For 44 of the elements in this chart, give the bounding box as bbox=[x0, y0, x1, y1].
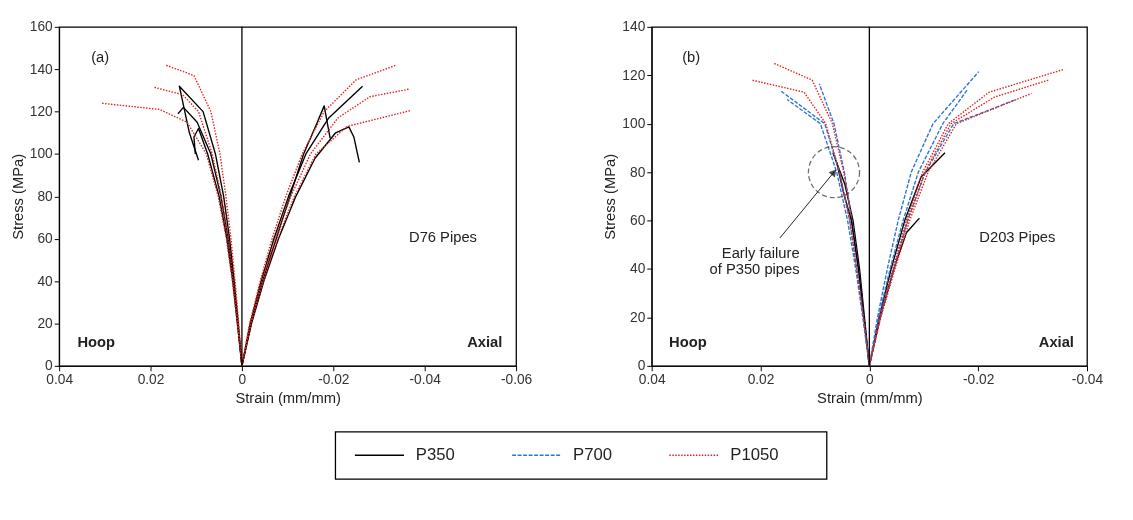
x-tick-label: -0.02 bbox=[318, 372, 350, 388]
annotation: (b) bbox=[682, 49, 701, 66]
y-tick-label: 120 bbox=[622, 67, 646, 83]
y-tick-label: 140 bbox=[622, 19, 646, 35]
annotation: Early failure of P350 pipes bbox=[709, 244, 800, 278]
y-tick-label: 40 bbox=[630, 261, 646, 277]
y-tick-label: 80 bbox=[630, 164, 646, 180]
annotation: Hoop bbox=[669, 334, 707, 351]
x-tick-label: -0.02 bbox=[963, 372, 995, 388]
y-tick-label: 0 bbox=[45, 358, 54, 374]
annotation: Hoop bbox=[77, 334, 116, 351]
x-tick-label: 0 bbox=[238, 372, 247, 388]
annotation: D76 Pipes bbox=[409, 228, 477, 245]
y-tick-label: 80 bbox=[37, 188, 54, 204]
annotation: Axial bbox=[467, 334, 503, 351]
y-axis-title: Stress (MPa) bbox=[9, 153, 26, 240]
x-tick-label: 0.02 bbox=[747, 372, 775, 388]
y-tick-label: 160 bbox=[29, 19, 54, 35]
y-tick-label: 60 bbox=[37, 231, 54, 247]
x-axis-title: Strain (mm/mm) bbox=[235, 389, 341, 406]
y-axis-title: Stress (MPa) bbox=[602, 153, 619, 240]
y-tick-label: 120 bbox=[29, 104, 54, 120]
legend-label: P700 bbox=[573, 445, 613, 465]
y-tick-label: 60 bbox=[630, 212, 646, 228]
y-tick-label: 20 bbox=[37, 315, 54, 331]
annotation: (a) bbox=[91, 49, 110, 66]
y-tick-label: 40 bbox=[37, 273, 54, 289]
x-tick-label: 0.02 bbox=[137, 372, 165, 388]
x-tick-label: -0.04 bbox=[409, 372, 442, 388]
legend-label: P1050 bbox=[730, 445, 779, 465]
x-axis-title: Strain (mm/mm) bbox=[817, 389, 923, 406]
x-tick-label: -0.06 bbox=[500, 372, 533, 388]
y-tick-label: 100 bbox=[29, 146, 54, 162]
x-tick-label: 0 bbox=[866, 372, 875, 388]
annotation: Axial bbox=[1038, 334, 1074, 351]
y-tick-label: 140 bbox=[29, 61, 54, 77]
x-tick-label: -0.04 bbox=[1071, 372, 1104, 388]
x-tick-label: 0.04 bbox=[638, 372, 666, 388]
x-tick-label: 0.04 bbox=[46, 372, 74, 388]
y-tick-label: 20 bbox=[630, 309, 646, 325]
legend-label: P350 bbox=[415, 445, 455, 465]
y-tick-label: 0 bbox=[637, 358, 646, 374]
y-tick-label: 100 bbox=[622, 116, 646, 132]
annotation: D203 Pipes bbox=[979, 228, 1056, 245]
